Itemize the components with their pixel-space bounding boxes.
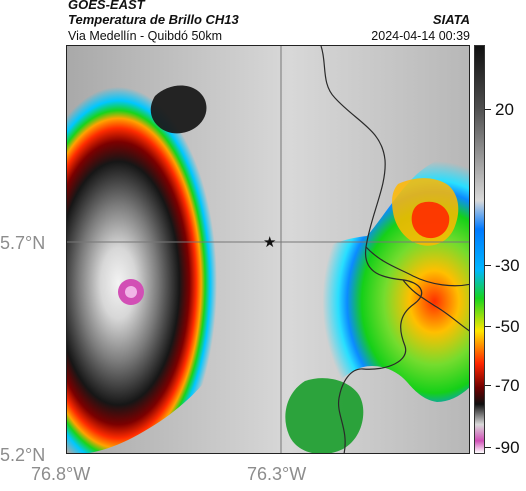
longitude-label-76-3: 76.3°W — [247, 464, 307, 484]
colorbar-svg — [475, 46, 484, 453]
product-title: Temperatura de Brillo CH13 — [68, 12, 239, 27]
timestamp-label: 2024-04-14 00:39 — [371, 29, 470, 43]
latitude-label-5-2: 5.2°N — [0, 445, 46, 465]
colorbar-tick-minus-70 — [485, 385, 491, 386]
source-label: SIATA — [432, 12, 470, 27]
latitude-label-5-7: 5.7°N — [0, 233, 46, 253]
colorbar-tick-minus-30 — [485, 265, 491, 266]
longitude-label-76-8: 76.8°W — [31, 464, 91, 484]
colorbar-label-minus-30: -30 — [495, 256, 520, 275]
star-icon: ★ — [263, 233, 276, 251]
colorbar-tick-minus-50 — [485, 326, 491, 327]
colorbar-label-20: 20 — [495, 100, 514, 119]
colorbar-label-minus-70: -70 — [495, 376, 520, 395]
colorbar-tick-minus-90 — [485, 447, 491, 448]
temperature-colorbar — [474, 45, 485, 454]
colorbar-label-minus-90: -90 — [495, 438, 520, 457]
route-label: Via Medellín - Quibdó 50km — [68, 29, 223, 43]
satellite-map: ★ — [66, 45, 470, 454]
satellite-title: GOES-EAST — [68, 0, 145, 12]
colorbar-label-minus-50: -50 — [495, 317, 520, 336]
map-svg: ★ — [67, 46, 469, 453]
colorbar-tick-20 — [485, 109, 491, 110]
